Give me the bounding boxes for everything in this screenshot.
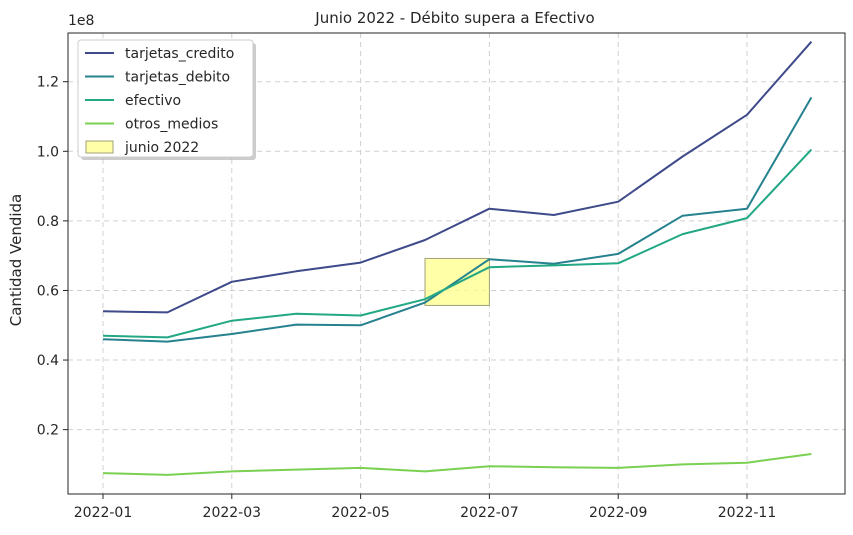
x-tick-label: 2022-01 [74,505,133,521]
x-tick-label: 2022-09 [589,505,648,521]
y-axis-offset-label: 1e8 [68,13,94,29]
legend-label-otros_medios: otros_medios [125,117,218,133]
legend-patch-highlight [85,140,114,154]
legend-label-efectivo: efectivo [125,93,181,109]
x-tick-label: 2022-07 [460,505,519,521]
chart-title: Junio 2022 - Débito supera a Efectivo [314,9,594,27]
x-tick-label: 2022-03 [203,505,262,521]
series-line-efectivo [102,148,813,339]
y-tick-label: 1.0 [37,144,59,160]
legend-box [77,39,254,158]
legend-label-tarjetas_debito: tarjetas_debito [125,70,230,86]
y-tick-label: 0.8 [37,214,59,230]
series-line-tarjetas_debito [102,96,813,343]
axes [63,32,846,499]
y-tick-label: 0.6 [37,283,59,299]
series-line-tarjetas_credito [102,41,813,314]
y-axis-label: Cantidad Vendida [7,194,25,326]
legend-label-highlight: junio 2022 [124,140,199,156]
x-tick-label: 2022-05 [331,505,390,521]
tick-labels: 2022-01 2022-03 2022-05 2022-07 2022-09 2022-… [37,75,777,521]
plot-frame [67,32,846,495]
y-tick-label: 0.4 [37,353,59,369]
x-tick-label: 2022-11 [718,505,777,521]
series-line-otros_medios [102,453,812,476]
legend-label-tarjetas_credito: tarjetas_credito [125,46,234,62]
y-tick-label: 1.2 [37,75,59,91]
legend: tarjetas_credito tarjetas_debito efectivo o… [77,39,256,160]
y-tick-label: 0.2 [37,423,59,439]
series-lines [102,41,813,476]
